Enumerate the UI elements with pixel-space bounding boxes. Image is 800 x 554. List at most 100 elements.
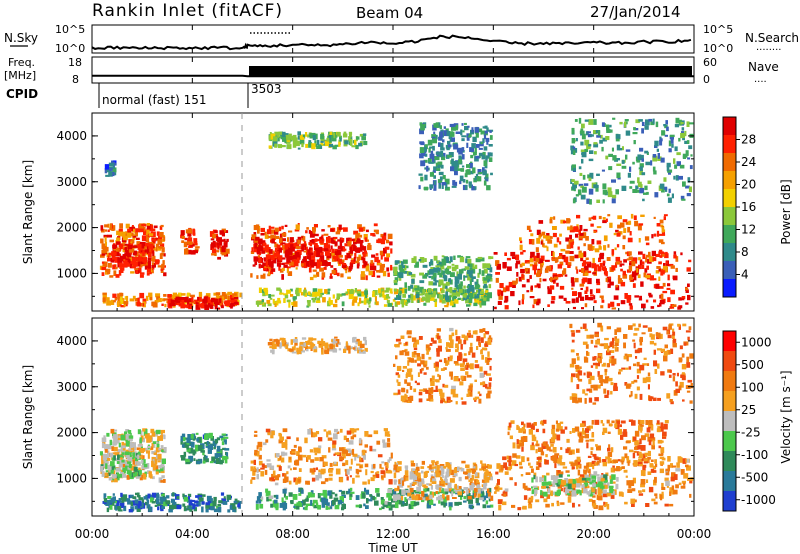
heatmap-cell <box>104 449 108 453</box>
heatmap-cell <box>140 272 145 275</box>
heatmap-cell <box>237 501 241 508</box>
heatmap-cell <box>409 295 414 300</box>
heatmap-cell <box>301 454 307 458</box>
heatmap-cell <box>127 259 131 263</box>
heatmap-cell <box>214 453 219 459</box>
heatmap-cell <box>638 119 643 122</box>
heatmap-cell <box>365 505 369 509</box>
heatmap-cell <box>547 304 550 307</box>
heatmap-cell <box>466 164 470 168</box>
heatmap-cell <box>274 243 279 248</box>
heatmap-cell <box>518 428 523 433</box>
heatmap-cell <box>314 457 319 461</box>
heatmap-cell <box>207 449 212 454</box>
heatmap-cell <box>106 444 111 450</box>
heatmap-cell <box>369 445 373 452</box>
heatmap-cell <box>432 138 437 144</box>
heatmap-cell <box>519 237 522 241</box>
heatmap-cell <box>581 158 584 164</box>
heatmap-cell <box>578 183 584 187</box>
frequency-panel: Freq. [MHz] 18 8 60 0 Nave .... <box>4 56 779 86</box>
heatmap-cell <box>349 268 352 271</box>
heatmap-cell <box>429 187 432 190</box>
heatmap-cell <box>572 502 575 508</box>
heatmap-cell <box>457 297 461 300</box>
heatmap-cell <box>504 471 509 475</box>
heatmap-cell <box>385 466 388 471</box>
heatmap-cell <box>599 485 605 489</box>
heatmap-cell <box>143 463 148 468</box>
heatmap-cell <box>533 255 537 262</box>
heatmap-cell <box>580 141 584 146</box>
heatmap-cell <box>455 144 459 150</box>
heatmap-cell <box>398 483 402 487</box>
heatmap-cell <box>583 266 589 271</box>
heatmap-cell <box>254 452 258 455</box>
heatmap-cell <box>353 257 356 262</box>
heatmap-cell <box>371 271 376 277</box>
heatmap-cell <box>108 472 111 477</box>
heatmap-cell <box>294 260 299 267</box>
heatmap-cell <box>383 304 388 307</box>
heatmap-cell <box>574 254 579 259</box>
heatmap-cell <box>355 144 359 150</box>
heatmap-cell <box>315 431 320 435</box>
heatmap-cell <box>591 487 595 493</box>
heatmap-cell <box>471 184 473 187</box>
heatmap-cell <box>158 246 163 249</box>
heatmap-cell <box>558 455 563 460</box>
heatmap-cell <box>580 255 583 262</box>
heatmap-cell <box>625 475 628 478</box>
heatmap-cell <box>632 477 636 484</box>
heatmap-cell <box>474 186 477 190</box>
heatmap-cell <box>393 270 398 276</box>
heatmap-cell <box>426 165 429 172</box>
heatmap-cell <box>440 476 443 481</box>
heatmap-cell <box>673 175 676 180</box>
heatmap-cell <box>486 127 489 132</box>
heatmap-cell <box>123 254 126 260</box>
heatmap-cell <box>226 300 230 306</box>
heatmap-cell <box>425 496 429 501</box>
heatmap-cell <box>136 447 141 451</box>
heatmap-cell <box>680 195 685 200</box>
heatmap-cell <box>626 298 631 303</box>
heatmap-cell <box>432 282 437 286</box>
heatmap-cell <box>437 179 443 183</box>
heatmap-cell <box>593 456 599 459</box>
heatmap-cell <box>276 244 281 251</box>
heatmap-cell <box>136 237 140 240</box>
heatmap-cell <box>129 245 133 251</box>
heatmap-cell <box>382 291 385 298</box>
heatmap-cell <box>314 242 318 247</box>
heatmap-cell <box>415 293 420 299</box>
heatmap-cell <box>602 137 607 142</box>
heatmap-cell <box>456 486 461 493</box>
heatmap-cell <box>109 439 113 446</box>
heatmap-cell <box>163 272 167 277</box>
heatmap-cell <box>600 134 603 139</box>
power-ylabel: Slant Range [km] <box>21 160 35 264</box>
heatmap-cell <box>469 279 472 285</box>
heatmap-cell <box>571 466 575 470</box>
heatmap-cell <box>465 464 470 468</box>
heatmap-cell <box>165 501 171 505</box>
heatmap-cell <box>514 482 517 486</box>
heatmap-cell <box>272 250 275 255</box>
heatmap-cell <box>133 257 139 260</box>
heatmap-cell <box>119 270 124 273</box>
heatmap-cell <box>311 239 315 244</box>
heatmap-cell <box>138 469 142 475</box>
heatmap-cell <box>658 267 661 272</box>
heatmap-cell <box>535 443 540 447</box>
heatmap-cell <box>641 264 645 269</box>
heatmap-cell <box>122 460 128 465</box>
heatmap-cell <box>178 292 182 298</box>
heatmap-cell <box>328 447 331 453</box>
heatmap-cell <box>640 445 646 451</box>
heatmap-cell <box>280 457 285 463</box>
heatmap-cell <box>651 444 655 450</box>
y-tick-label: 3000 <box>56 175 87 189</box>
heatmap-cell <box>132 459 135 465</box>
heatmap-cell <box>611 474 616 480</box>
